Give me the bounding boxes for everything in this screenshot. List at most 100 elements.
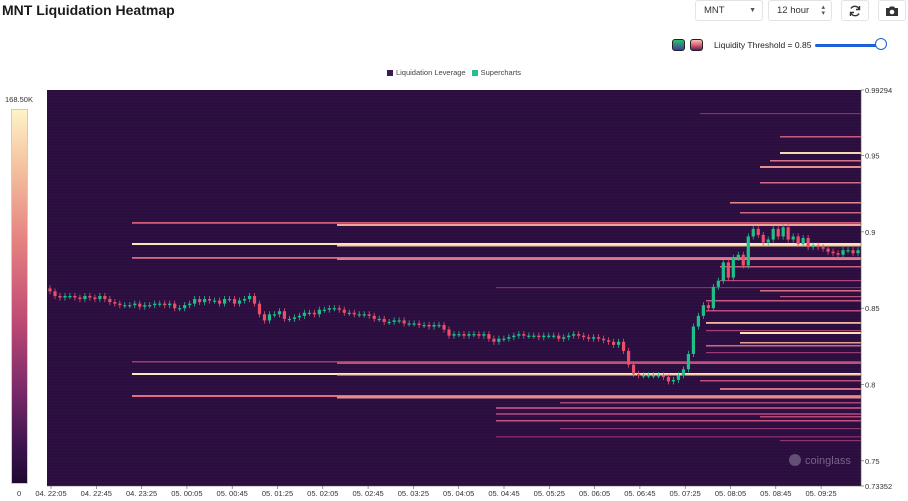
candle-body (746, 236, 750, 266)
candle-body (666, 376, 671, 382)
chevron-updown-icon: ▴ ▾ (821, 3, 825, 17)
legend-item-supercharts[interactable]: Supercharts (471, 68, 521, 77)
candle-body (547, 335, 551, 337)
candle-body (776, 228, 780, 237)
candle-body (806, 237, 810, 248)
heatmap-texture-row (47, 110, 861, 111)
candle-body (327, 308, 331, 310)
heatmap-texture-row (47, 251, 861, 252)
timeframe-select[interactable]: 12 hour ▴ ▾ (768, 0, 832, 21)
heatmap-texture-row (47, 122, 861, 123)
candle-body (522, 334, 526, 336)
candle-body (63, 295, 67, 298)
refresh-button[interactable] (841, 0, 869, 21)
watermark-text: coinglass (805, 455, 851, 467)
color-scheme-pink-swatch[interactable] (690, 39, 703, 51)
candle-body (607, 340, 611, 342)
heatmap-texture-row (47, 329, 861, 330)
heatmap-texture-row (47, 98, 861, 99)
candle-body (247, 295, 252, 300)
heatmap-texture-row (47, 113, 861, 114)
candle-body (198, 299, 202, 303)
heatmap-texture-row (47, 407, 861, 408)
threshold-slider[interactable] (815, 38, 888, 52)
candle-body (537, 335, 541, 338)
x-tick-label: 05. 06:45 (624, 489, 655, 498)
heatmap-texture-row (47, 344, 861, 345)
candle-body (297, 315, 301, 318)
x-tick-label: 04. 22:05 (35, 489, 66, 498)
candle-body (831, 251, 835, 254)
liquidation-band (132, 243, 861, 245)
liquidation-band (760, 166, 861, 168)
heatmap-texture-row (47, 482, 861, 483)
candle-body (148, 305, 152, 307)
x-tick-label: 05. 03:25 (398, 489, 429, 498)
candle-body (457, 334, 461, 336)
liquidation-band (496, 436, 861, 438)
candle-body (631, 364, 636, 374)
candle-body (771, 228, 775, 240)
heatmap-texture-row (47, 404, 861, 405)
heatmap-texture-row (47, 413, 861, 414)
heatmap-texture-row (47, 269, 861, 270)
threshold-slider-handle[interactable] (875, 38, 888, 50)
candle-body (153, 303, 157, 306)
heatmap-texture-row (47, 341, 861, 342)
candle-body (312, 312, 316, 315)
heatmap-texture-row (47, 272, 861, 273)
heatmap-texture-row (47, 293, 861, 294)
heatmap-texture-row (47, 158, 861, 159)
candle-body (706, 305, 710, 309)
screenshot-button[interactable] (878, 0, 906, 21)
candle-body (372, 315, 376, 319)
liquidation-band (760, 290, 861, 292)
heatmap-texture-row (47, 464, 861, 465)
coinglass-logo-icon (789, 454, 801, 466)
candle-body (612, 341, 616, 345)
color-scheme-green-swatch[interactable] (672, 39, 685, 51)
heatmap-texture-row (47, 242, 861, 243)
heatmap-texture-row (47, 353, 861, 354)
heatmap-texture-row (47, 194, 861, 195)
heatmap-texture-row (47, 446, 861, 447)
heatmap-texture-row (47, 347, 861, 348)
candle-body (118, 303, 122, 306)
legend-item-leverage[interactable]: Liquidation Leverage (386, 68, 466, 77)
heatmap-texture-row (47, 380, 861, 381)
heatmap-texture-row (47, 230, 861, 231)
candle-body (477, 334, 481, 336)
liquidation-band (720, 388, 861, 390)
symbol-select-value: MNT (704, 5, 725, 16)
heatmap-texture-row (47, 278, 861, 279)
candle-body (711, 286, 715, 309)
candle-body (577, 334, 581, 336)
liquidation-band (780, 152, 861, 154)
heatmap-texture-row (47, 260, 861, 261)
candle-body (138, 303, 142, 307)
liquidation-band (760, 182, 861, 184)
candle-body (482, 334, 486, 336)
heatmap-texture-row (47, 173, 861, 174)
threshold-control: Liquidity Threshold = 0.85 (672, 38, 888, 52)
threshold-slider-track (815, 43, 882, 47)
heatmap-texture-row (47, 359, 861, 360)
heatmap-texture-row (47, 140, 861, 141)
liquidation-band (337, 245, 861, 247)
heatmap-texture-row (47, 95, 861, 96)
heatmap-texture-row (47, 473, 861, 474)
candle-body (257, 303, 262, 315)
candle-body (736, 254, 740, 258)
candle-body (437, 324, 441, 327)
liquidation-band (560, 428, 861, 430)
liquidation-band (496, 420, 861, 422)
camera-icon (886, 6, 898, 16)
heatmap-texture-row (47, 128, 861, 129)
symbol-select[interactable]: MNT ▼ (695, 0, 763, 21)
candle-body (651, 375, 656, 377)
heatmap-texture-row (47, 263, 861, 264)
candle-body (442, 324, 446, 330)
liquidation-band (740, 212, 861, 214)
heatmap-texture-row (47, 290, 861, 291)
y-tick-label: 0.85 (865, 304, 880, 313)
